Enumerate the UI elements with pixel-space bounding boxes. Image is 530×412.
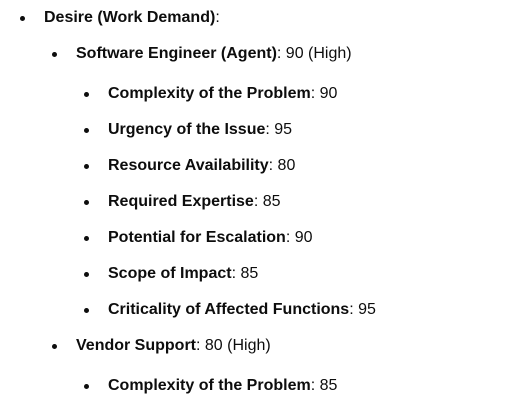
bullet-icon bbox=[52, 52, 57, 57]
item-label: Desire (Work Demand) bbox=[44, 9, 216, 26]
bullet-icon bbox=[84, 308, 89, 313]
item-label: Vendor Support bbox=[76, 337, 196, 354]
bullet-icon bbox=[84, 384, 89, 389]
bullet-icon bbox=[84, 164, 89, 169]
bullet-icon bbox=[84, 272, 89, 277]
item-value: : 85 bbox=[253, 193, 281, 210]
item-label: Complexity of the Problem bbox=[108, 85, 311, 102]
bullet-icon bbox=[52, 344, 57, 349]
item-label: Resource Availability bbox=[108, 157, 269, 174]
item-label: Urgency of the Issue bbox=[108, 121, 266, 138]
bullet-icon bbox=[84, 128, 89, 133]
item-value: : 95 bbox=[265, 121, 293, 138]
item-value: : 90 bbox=[285, 229, 313, 246]
item-label: Scope of Impact bbox=[108, 265, 232, 282]
item-label: Potential for Escalation bbox=[108, 229, 286, 246]
item-value: : 80 (High) bbox=[196, 337, 271, 354]
item-value: : 85 bbox=[231, 265, 259, 282]
bullet-icon bbox=[20, 16, 25, 21]
item-value: : 90 bbox=[310, 85, 338, 102]
bullet-icon bbox=[84, 92, 89, 97]
bullet-icon bbox=[84, 200, 89, 205]
item-label: Required Expertise bbox=[108, 193, 254, 210]
item-value: : 85 bbox=[310, 377, 338, 394]
item-value: : 90 (High) bbox=[276, 45, 352, 62]
item-label: Criticality of Affected Functions bbox=[108, 301, 350, 318]
item-value: : bbox=[215, 9, 220, 26]
bullet-icon bbox=[84, 236, 89, 241]
item-label: Software Engineer (Agent) bbox=[76, 45, 277, 62]
item-value: : 80 bbox=[268, 157, 296, 174]
item-value: : 95 bbox=[349, 301, 376, 318]
item-label: Complexity of the Problem bbox=[108, 377, 311, 394]
